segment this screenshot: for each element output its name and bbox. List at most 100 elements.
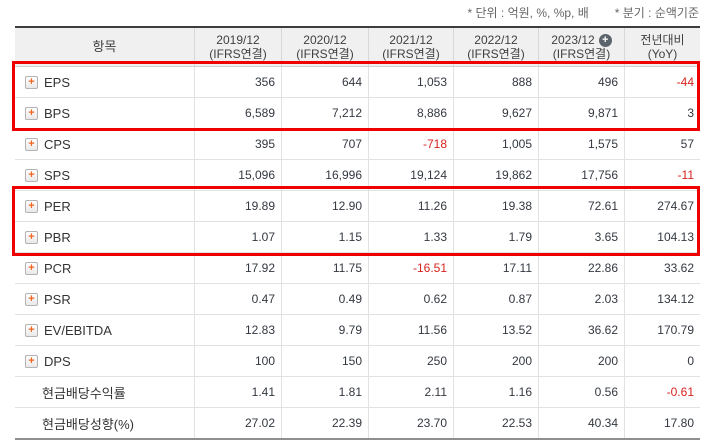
cell-value: 13.52 <box>453 315 538 345</box>
cell-value: 12.83 <box>194 315 281 345</box>
table-notes: * 단위 : 억원, %, %p, 배 * 분기 : 순액기준 <box>468 4 699 21</box>
row-label: CPS <box>44 136 71 152</box>
cell-value: 104.13 <box>624 222 700 252</box>
cell-value: 3.65 <box>538 222 624 252</box>
row-label-cell: + BPS <box>15 98 194 128</box>
cell-value: 0.87 <box>453 284 538 314</box>
row-label-cell: 현금배당수익률 <box>15 377 194 407</box>
column-header-2022-12: 2022/12 (IFRS연결) <box>453 28 538 66</box>
row-ev-ebitda: + EV/EBITDA 12.83 9.79 11.56 13.52 36.62… <box>15 315 700 346</box>
row-per: + PER 19.89 12.90 11.26 19.38 72.61 274.… <box>15 191 700 222</box>
cell-value: 9,627 <box>453 98 538 128</box>
cell-value: 19,862 <box>453 160 538 190</box>
row-dividend-payout: 현금배당성향(%) 27.02 22.39 23.70 22.53 40.34 … <box>15 408 700 438</box>
cell-value: 33.62 <box>624 253 700 283</box>
cell-value: 150 <box>281 346 368 376</box>
cell-value: 72.61 <box>538 191 624 221</box>
row-cps: + CPS 395 707 -718 1,005 1,575 57 <box>15 129 700 160</box>
cell-value: 19.38 <box>453 191 538 221</box>
cell-value: 8,886 <box>368 98 453 128</box>
row-label: EPS <box>44 74 71 90</box>
cell-value: 1,005 <box>453 129 538 159</box>
cell-value: 1,575 <box>538 129 624 159</box>
cell-value: 395 <box>194 129 281 159</box>
cell-value: 40.34 <box>538 408 624 438</box>
row-label: PBR <box>44 229 71 245</box>
cell-value: 1.16 <box>453 377 538 407</box>
cell-value: 36.62 <box>538 315 624 345</box>
row-label-cell: + PCR <box>15 253 194 283</box>
cell-value: 22.39 <box>281 408 368 438</box>
expand-plus-icon[interactable]: + <box>25 168 38 182</box>
expand-plus-icon[interactable]: + <box>25 292 38 306</box>
row-dividend-yield: 현금배당수익률 1.41 1.81 2.11 1.16 0.56 -0.61 <box>15 377 700 408</box>
cell-value: 0.49 <box>281 284 368 314</box>
expand-plus-icon[interactable]: + <box>25 230 38 244</box>
cell-value: 200 <box>538 346 624 376</box>
column-header-2023-12: 2023/12 + (IFRS연결) <box>538 28 624 66</box>
expand-plus-icon[interactable]: + <box>25 75 38 89</box>
cell-value: 22.86 <box>538 253 624 283</box>
cell-value: 1.79 <box>453 222 538 252</box>
cell-value: 644 <box>281 67 368 97</box>
column-header-2020-12: 2020/12 (IFRS연결) <box>281 28 368 66</box>
row-label-cell: + PER <box>15 191 194 221</box>
row-bps: + BPS 6,589 7,212 8,886 9,627 9,871 3 <box>15 98 700 129</box>
cell-value: 27.02 <box>194 408 281 438</box>
cell-value: 11.56 <box>368 315 453 345</box>
expand-plus-icon[interactable]: + <box>25 137 38 151</box>
cell-value: 134.12 <box>624 284 700 314</box>
add-column-icon[interactable]: + <box>598 33 612 47</box>
row-pbr: + PBR 1.07 1.15 1.33 1.79 3.65 104.13 <box>15 222 700 253</box>
row-label: PCR <box>44 260 72 276</box>
row-label: 현금배당수익률 <box>42 385 126 401</box>
basis-note: * 분기 : 순액기준 <box>614 6 699 20</box>
cell-value: 1.15 <box>281 222 368 252</box>
row-label-cell: + EV/EBITDA <box>15 315 194 345</box>
cell-value: 7,212 <box>281 98 368 128</box>
row-label-cell: + PBR <box>15 222 194 252</box>
column-header-2021-12: 2021/12 (IFRS연결) <box>368 28 453 66</box>
financial-ratio-table: 항목 2019/12 (IFRS연결) 2020/12 (IFRS연결) 202… <box>15 26 700 440</box>
cell-value: 1.41 <box>194 377 281 407</box>
expand-plus-icon[interactable]: + <box>25 354 38 368</box>
cell-value: 3 <box>624 98 700 128</box>
cell-value: 6,589 <box>194 98 281 128</box>
cell-value: 2.03 <box>538 284 624 314</box>
row-label: SPS <box>44 167 71 183</box>
row-label-cell: + DPS <box>15 346 194 376</box>
column-header-item: 항목 <box>92 39 117 54</box>
row-label: PSR <box>44 291 71 307</box>
cell-value: 1.07 <box>194 222 281 252</box>
row-eps: + EPS 356 644 1,053 888 496 -44 <box>15 67 700 98</box>
row-sps: + SPS 15,096 16,996 19,124 19,862 17,756… <box>15 160 700 191</box>
cell-value: 17.80 <box>624 408 700 438</box>
row-label-cell: 현금배당성향(%) <box>15 408 194 438</box>
cell-value: 356 <box>194 67 281 97</box>
cell-value: 23.70 <box>368 408 453 438</box>
cell-value: 9.79 <box>281 315 368 345</box>
cell-value: 707 <box>281 129 368 159</box>
cell-value: 17,756 <box>538 160 624 190</box>
cell-value: 17.92 <box>194 253 281 283</box>
row-psr: + PSR 0.47 0.49 0.62 0.87 2.03 134.12 <box>15 284 700 315</box>
cell-value: 9,871 <box>538 98 624 128</box>
row-label: DPS <box>44 353 71 369</box>
cell-value: 250 <box>368 346 453 376</box>
cell-value: 0 <box>624 346 700 376</box>
cell-value: 1.33 <box>368 222 453 252</box>
expand-plus-icon[interactable]: + <box>25 106 38 120</box>
cell-value: 170.79 <box>624 315 700 345</box>
cell-value: 100 <box>194 346 281 376</box>
cell-value: 57 <box>624 129 700 159</box>
cell-value: 0.47 <box>194 284 281 314</box>
cell-value: 274.67 <box>624 191 700 221</box>
expand-plus-icon[interactable]: + <box>25 323 38 337</box>
cell-value: 15,096 <box>194 160 281 190</box>
row-label-cell: + CPS <box>15 129 194 159</box>
expand-plus-icon[interactable]: + <box>25 199 38 213</box>
row-label: EV/EBITDA <box>44 322 112 338</box>
expand-plus-icon[interactable]: + <box>25 261 38 275</box>
column-header-2019-12: 2019/12 (IFRS연결) <box>194 28 281 66</box>
